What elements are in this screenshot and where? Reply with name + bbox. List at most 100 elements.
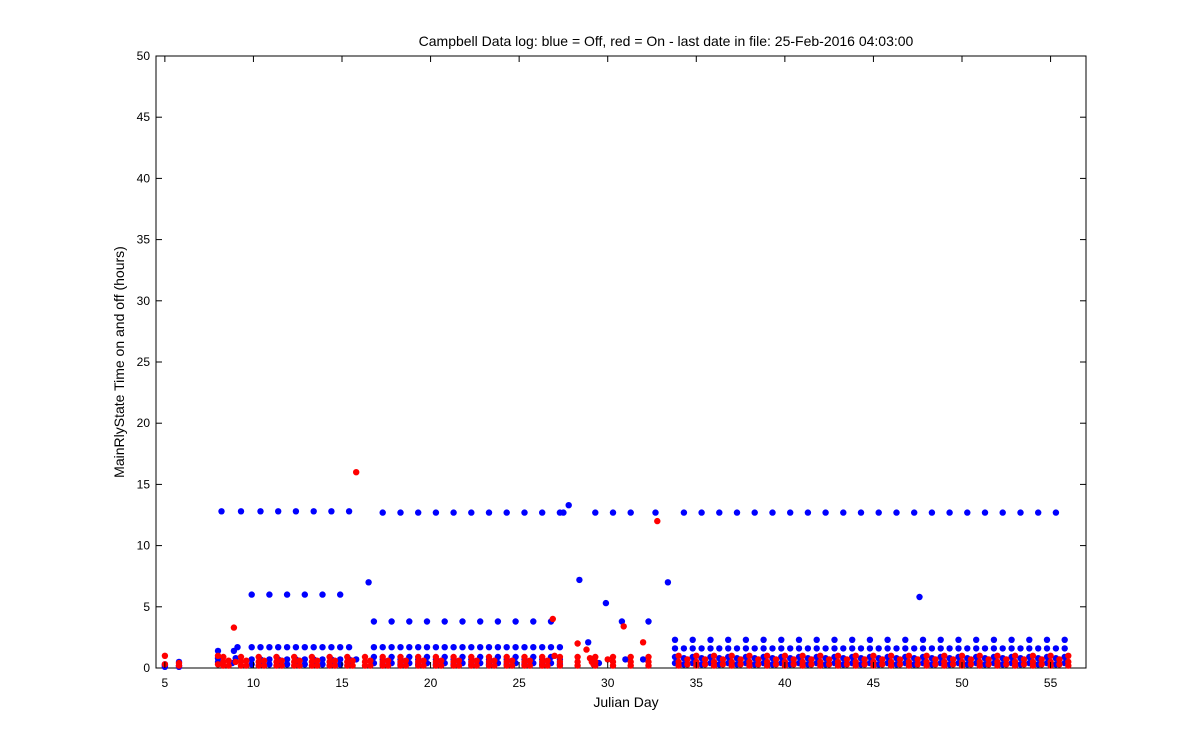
- data-point: [337, 591, 344, 598]
- x-tick-label: 5: [162, 676, 169, 690]
- data-point: [604, 656, 611, 663]
- data-point: [310, 508, 317, 515]
- data-point: [278, 662, 285, 669]
- data-point: [778, 636, 785, 643]
- data-point: [1043, 636, 1051, 643]
- data-point: [919, 636, 927, 643]
- data-point: [218, 508, 225, 515]
- data-point: [415, 653, 422, 661]
- data-point: [916, 593, 923, 601]
- data-point: [379, 653, 386, 661]
- data-point: [526, 657, 533, 664]
- data-point: [441, 618, 448, 625]
- data-point: [485, 644, 493, 651]
- data-point: [875, 509, 882, 516]
- data-point: [1056, 656, 1063, 663]
- data-point: [728, 652, 735, 659]
- data-point: [508, 657, 516, 664]
- data-point: [1003, 656, 1010, 663]
- data-point: [928, 509, 936, 516]
- data-point: [746, 652, 753, 659]
- data-point: [831, 636, 838, 643]
- data-point: [1008, 636, 1015, 643]
- data-point: [1011, 652, 1019, 659]
- data-point: [556, 653, 564, 661]
- data-point: [911, 509, 918, 516]
- data-point: [813, 636, 820, 643]
- data-point: [512, 644, 519, 651]
- data-point: [260, 662, 268, 669]
- data-point: [808, 661, 815, 668]
- data-point: [973, 636, 980, 643]
- data-point: [257, 644, 264, 651]
- data-point: [406, 644, 413, 651]
- data-point: [175, 662, 183, 669]
- data-point: [769, 509, 776, 516]
- data-point: [698, 645, 705, 652]
- data-point: [273, 653, 280, 661]
- data-point: [804, 509, 812, 516]
- data-point: [923, 652, 930, 659]
- data-point: [866, 636, 874, 643]
- data-point: [450, 662, 457, 669]
- data-point: [967, 656, 975, 663]
- data-point: [283, 644, 291, 651]
- data-point: [902, 636, 909, 643]
- data-point: [618, 618, 626, 625]
- y-tick-label: 25: [137, 355, 151, 369]
- x-tick-label: 45: [867, 676, 881, 690]
- data-point: [852, 662, 859, 669]
- data-point: [574, 640, 581, 647]
- data-point: [220, 662, 227, 669]
- data-point: [260, 657, 268, 664]
- data-point: [473, 657, 480, 664]
- data-point: [707, 636, 714, 643]
- data-point: [602, 599, 610, 607]
- data-point: [237, 662, 245, 669]
- data-point: [292, 508, 300, 515]
- data-point: [539, 509, 546, 516]
- data-point: [849, 645, 856, 652]
- data-point: [976, 652, 983, 659]
- data-point: [331, 657, 339, 664]
- data-point: [799, 662, 806, 669]
- data-point: [716, 509, 723, 516]
- data-point: [790, 656, 797, 663]
- x-tick-label: 50: [955, 676, 969, 690]
- data-point: [787, 509, 794, 516]
- data-point: [415, 644, 422, 651]
- data-point: [716, 645, 723, 652]
- data-point: [214, 652, 222, 659]
- data-point: [255, 662, 262, 669]
- data-point: [438, 662, 445, 669]
- data-point: [283, 591, 291, 598]
- data-point: [772, 656, 780, 663]
- plot-area: [155, 55, 1087, 669]
- data-point: [1043, 645, 1051, 652]
- data-point: [861, 661, 868, 668]
- data-point: [331, 662, 339, 669]
- data-point: [964, 645, 971, 652]
- data-point: [420, 662, 427, 669]
- data-point: [884, 636, 891, 643]
- data-point: [778, 645, 785, 652]
- chart-title: Campbell Data log: blue = Off, red = On …: [419, 33, 914, 49]
- data-point: [432, 662, 440, 669]
- data-point: [781, 652, 789, 659]
- y-tick-label: 15: [137, 477, 151, 491]
- data-point: [485, 653, 493, 661]
- data-point: [485, 509, 493, 516]
- data-point: [367, 662, 374, 669]
- data-point: [645, 618, 652, 625]
- data-point: [468, 509, 475, 516]
- data-point: [652, 509, 659, 516]
- data-point: [477, 644, 484, 651]
- data-point: [237, 653, 245, 661]
- data-point: [438, 657, 445, 664]
- data-point: [397, 509, 404, 516]
- data-point: [1035, 509, 1042, 516]
- y-tick-label: 50: [137, 49, 151, 63]
- data-point: [976, 662, 983, 669]
- data-point: [825, 661, 833, 668]
